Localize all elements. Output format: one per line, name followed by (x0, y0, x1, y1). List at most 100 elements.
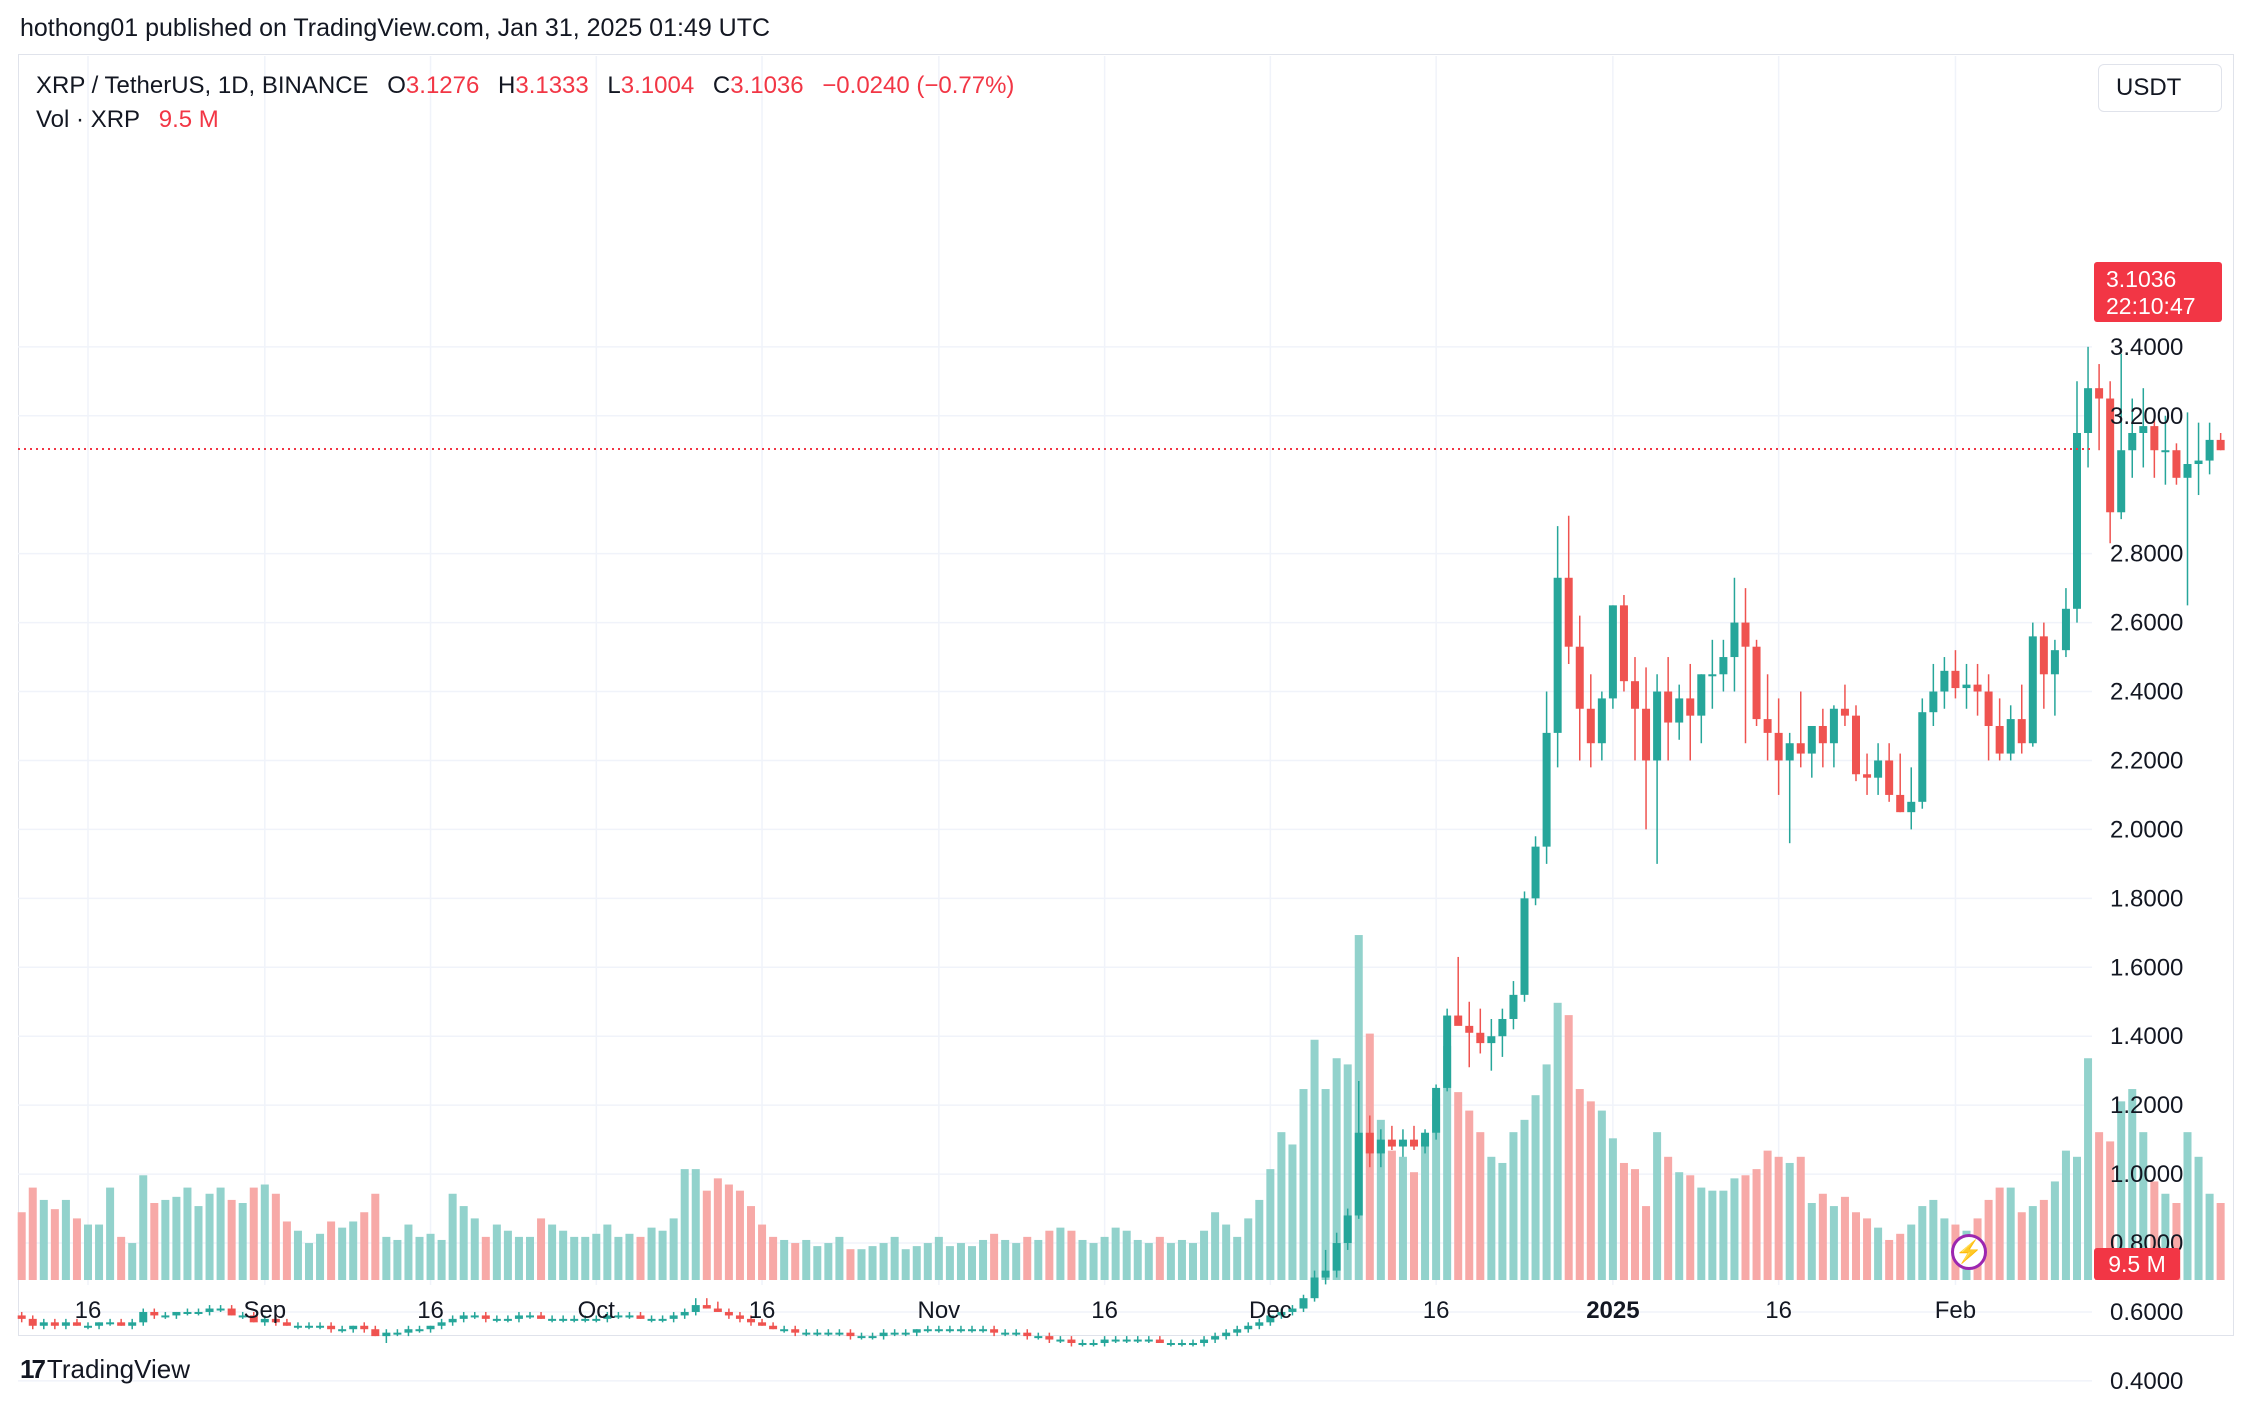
volume-bar (1410, 1172, 1418, 1280)
candle-body (758, 1322, 767, 1326)
volume-bar (1332, 1058, 1341, 1280)
volume-bar (813, 1246, 822, 1280)
candle-body (2106, 398, 2115, 513)
candle-body (857, 1336, 866, 1339)
candle-body (1122, 1339, 1131, 1342)
candle-body (1907, 801, 1916, 813)
volume-bar (1255, 1199, 1264, 1280)
candle-body (658, 1318, 667, 1321)
volume-bar (1653, 1132, 1662, 1280)
volume-bar (106, 1187, 115, 1280)
volume-bar (1421, 1141, 1430, 1280)
volume-bar (503, 1230, 512, 1280)
volume-label[interactable]: Vol · XRP (36, 106, 141, 133)
y-tick-label: 1.6000 (2110, 954, 2183, 981)
volume-bar (360, 1212, 369, 1280)
candle-body (1619, 605, 1628, 682)
candle-body (2028, 636, 2037, 744)
candle-body (1045, 1336, 1054, 1340)
volume-bar (625, 1233, 634, 1280)
candle-body (205, 1308, 214, 1312)
volume-bar (614, 1236, 623, 1280)
candle-body (526, 1315, 534, 1318)
volume-bar (769, 1236, 778, 1280)
candle-body (1487, 1036, 1496, 1044)
y-tick-label: 2.4000 (2110, 679, 2183, 706)
volume-legend: Vol · XRP 9.5 M (36, 106, 219, 134)
candle-body (1818, 725, 1827, 744)
volume-bar (17, 1212, 26, 1280)
volume-bar (1531, 1095, 1540, 1280)
x-tick-label: 16 (417, 1297, 444, 1324)
candle-body (349, 1325, 358, 1330)
candle-body (956, 1329, 965, 1332)
candle-body (691, 1305, 700, 1312)
volume-value: 9.5 M (158, 106, 219, 133)
tradingview-brand[interactable]: 17 TradingView (20, 1354, 190, 1385)
volume-bar (1984, 1199, 1993, 1280)
volume-bar (912, 1246, 921, 1280)
volume-bar (1553, 1002, 1562, 1280)
candle-body (1255, 1322, 1264, 1326)
candle-body (1387, 1139, 1396, 1147)
volume-bar (2194, 1156, 2203, 1280)
candle-body (1211, 1336, 1220, 1340)
candle-body (846, 1332, 855, 1337)
candle-body (769, 1325, 778, 1330)
candle-body (1664, 691, 1673, 723)
volume-bar (139, 1175, 148, 1280)
volume-bar (1299, 1089, 1308, 1280)
volume-bar (1122, 1230, 1131, 1280)
candle-body (1376, 1139, 1385, 1154)
volume-bar (2128, 1089, 2137, 1280)
candle-body (1398, 1139, 1407, 1147)
candle-body (1277, 1311, 1286, 1316)
candle-body (1631, 681, 1639, 709)
x-tick-label: Oct (578, 1297, 616, 1324)
x-tick-label: 16 (749, 1297, 776, 1324)
volume-bar (1034, 1239, 1043, 1280)
volume-bar (1023, 1236, 1032, 1280)
volume-bar (2161, 1193, 2170, 1280)
volume-bar (216, 1187, 225, 1280)
volume-bar (481, 1236, 490, 1280)
volume-bar (526, 1236, 534, 1280)
candle-body (360, 1325, 369, 1330)
volume-bar (1133, 1239, 1142, 1280)
candle-body (1200, 1339, 1209, 1344)
lightning-icon[interactable]: ⚡ (1951, 1234, 1987, 1270)
currency-button[interactable]: USDT (2098, 64, 2222, 112)
volume-bar (2061, 1150, 2070, 1280)
volume-bar (1631, 1169, 1639, 1280)
volume-bar (84, 1224, 92, 1280)
candle-body (459, 1315, 468, 1319)
candle-body (1929, 691, 1938, 713)
candle-body (1575, 646, 1584, 709)
volume-bar (2039, 1199, 2048, 1280)
volume-bar (890, 1236, 899, 1280)
volume-bar (1929, 1199, 1938, 1280)
candle-body (2194, 460, 2203, 465)
high-value: 3.1333 (515, 72, 589, 99)
volume-bar (404, 1224, 413, 1280)
candle-body (1354, 1132, 1363, 1216)
volume-bar (282, 1221, 291, 1280)
candle-body (2161, 450, 2170, 453)
volume-bar (1244, 1218, 1253, 1280)
volume-bar (1520, 1119, 1529, 1280)
candle-body (1642, 708, 1651, 761)
candle-body (1885, 760, 1894, 795)
candle-body (2216, 439, 2225, 451)
volume-bar (327, 1221, 336, 1280)
symbol-label[interactable]: XRP / TetherUS, 1D, BINANCE (36, 72, 369, 99)
volume-bar (669, 1218, 678, 1280)
volume-bar (1100, 1236, 1109, 1280)
volume-bar (39, 1199, 48, 1280)
volume-bar (1686, 1175, 1695, 1280)
volume-bar (1200, 1230, 1209, 1280)
candle-body (1785, 743, 1794, 761)
candle-body (194, 1311, 203, 1314)
candle-body (1001, 1332, 1010, 1335)
volume-bar (559, 1230, 568, 1280)
